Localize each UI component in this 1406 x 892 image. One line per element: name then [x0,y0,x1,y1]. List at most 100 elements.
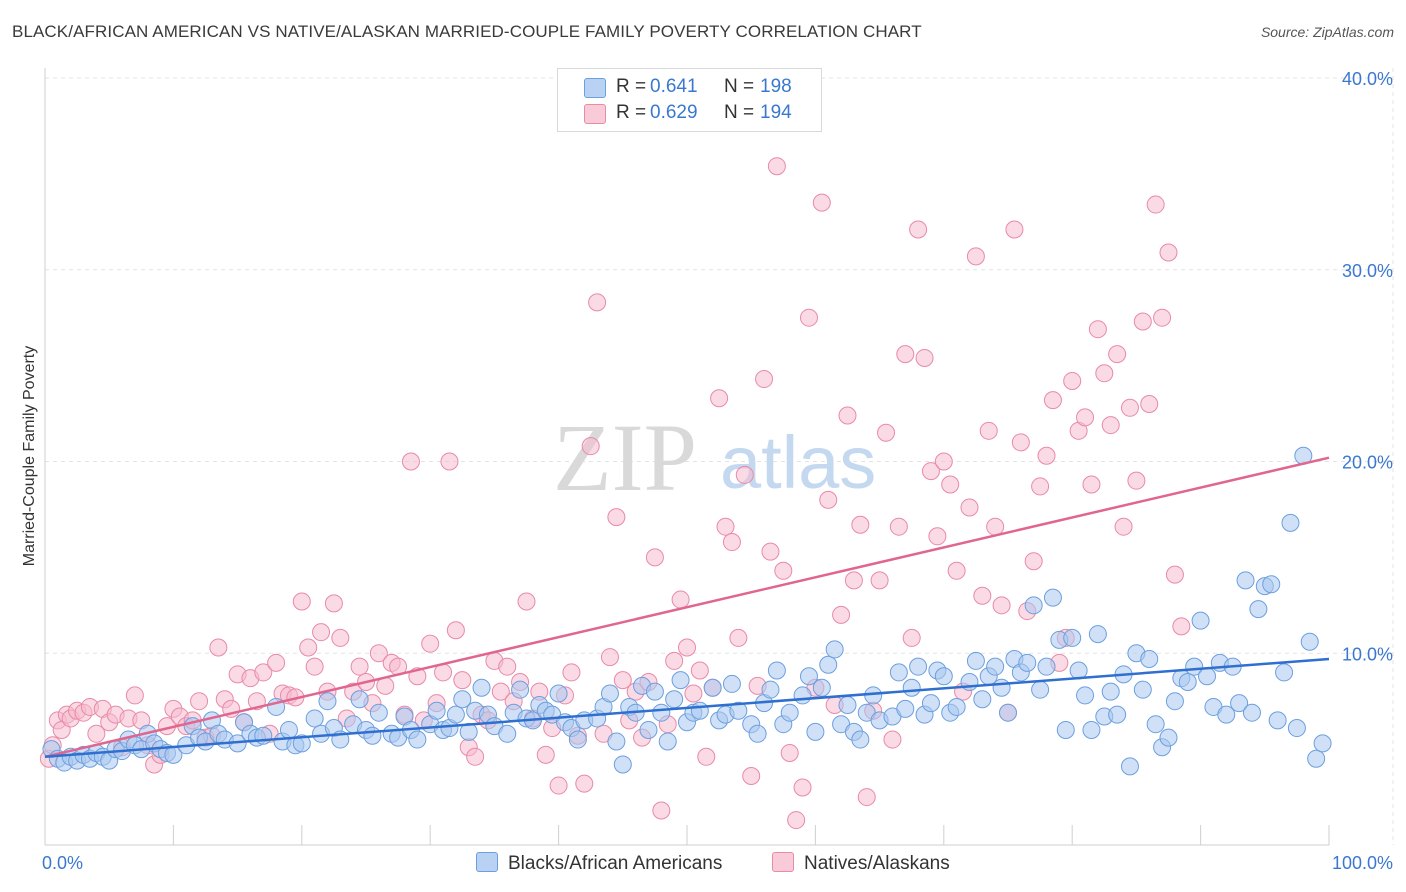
point-blacks [902,678,921,697]
point-blacks [1249,600,1268,619]
point-blacks [568,730,587,749]
point-natives [690,661,709,680]
point-blacks [369,703,388,722]
point-blacks [453,690,472,709]
point-natives [729,628,748,647]
point-natives [87,724,106,743]
point-natives [671,590,690,609]
point-blacks [1236,571,1255,590]
point-natives [851,515,870,534]
point-natives [536,745,555,764]
point-blacks [1313,734,1332,753]
point-blacks [1217,705,1236,724]
point-blacks [1307,749,1326,768]
bottom-legend-swatch-pink [772,852,794,872]
point-blacks [1056,720,1075,739]
bottom-legend-label: Blacks/African Americans [508,853,723,874]
point-natives [909,220,928,239]
watermark-atlas: atlas [720,421,876,504]
point-blacks [639,720,658,739]
point-natives [1043,391,1062,410]
point-natives [928,527,947,546]
point-natives [889,517,908,536]
point-natives [870,571,889,590]
point-blacks [973,690,992,709]
source-label: Source: ZipAtlas.com [1260,24,1394,40]
point-blacks [408,730,427,749]
point-blacks [1082,720,1101,739]
point-blacks [363,726,382,745]
point-natives [299,638,318,657]
point-natives [710,389,729,408]
point-natives [774,561,793,580]
point-natives [369,644,388,663]
point-natives [581,437,600,456]
point-blacks [934,667,953,686]
point-blacks [498,724,517,743]
point-blacks [279,720,298,739]
y-tick-label: 30.0% [1342,261,1393,281]
point-natives [896,345,915,364]
point-natives [607,508,626,527]
point-natives [517,592,536,611]
point-natives [992,596,1011,615]
point-blacks [851,730,870,749]
point-blacks [658,732,677,751]
point-natives [986,517,1005,536]
point-natives [312,623,331,642]
point-blacks [889,663,908,682]
point-natives [787,811,806,830]
point-natives [960,498,979,517]
bottom-legend-natives: Natives/Alaskans [772,852,950,875]
point-natives [1076,408,1095,427]
legend-n-value: 194 [760,102,792,123]
point-blacks [921,694,940,713]
point-blacks [1037,657,1056,676]
point-blacks [1140,650,1159,669]
point-blacks [671,671,690,690]
point-blacks [812,678,831,697]
point-natives [697,747,716,766]
point-natives [1095,364,1114,383]
legend-n-label: N = [724,102,755,123]
point-natives [966,247,985,266]
legend-n-value: 198 [760,76,792,97]
bottom-legend-blacks: Blacks/African Americans [476,852,722,875]
point-natives [1011,433,1030,452]
point-blacks [645,682,664,701]
point-natives [812,193,831,212]
point-blacks [305,709,324,728]
legend-r-label: R = [616,76,647,97]
point-natives [466,747,485,766]
point-natives [125,686,144,705]
point-blacks [729,701,748,720]
point-natives [267,653,286,672]
point-natives [1172,617,1191,636]
y-tick-label: 10.0% [1342,644,1393,664]
point-blacks [600,684,619,703]
legend-r-value: 0.641 [650,76,698,97]
point-blacks [1230,694,1249,713]
point-blacks [446,705,465,724]
point-blacks [767,661,786,680]
point-natives [1146,195,1165,214]
x-tick-label: 0.0% [42,853,83,873]
point-blacks [838,696,857,715]
point-blacks [1120,757,1139,776]
watermark: ZIP atlas [553,404,876,511]
point-blacks [966,651,985,670]
point-blacks [613,755,632,774]
point-natives [575,774,594,793]
point-blacks [1101,682,1120,701]
axes [44,68,1330,846]
point-natives [742,766,761,785]
point-blacks [1268,711,1287,730]
point-natives [1082,475,1101,494]
point-blacks [1185,657,1204,676]
point-natives [1153,308,1172,327]
point-natives [947,561,966,580]
point-natives [1114,517,1133,536]
watermark-zip: ZIP [553,404,697,511]
point-natives [877,423,896,442]
